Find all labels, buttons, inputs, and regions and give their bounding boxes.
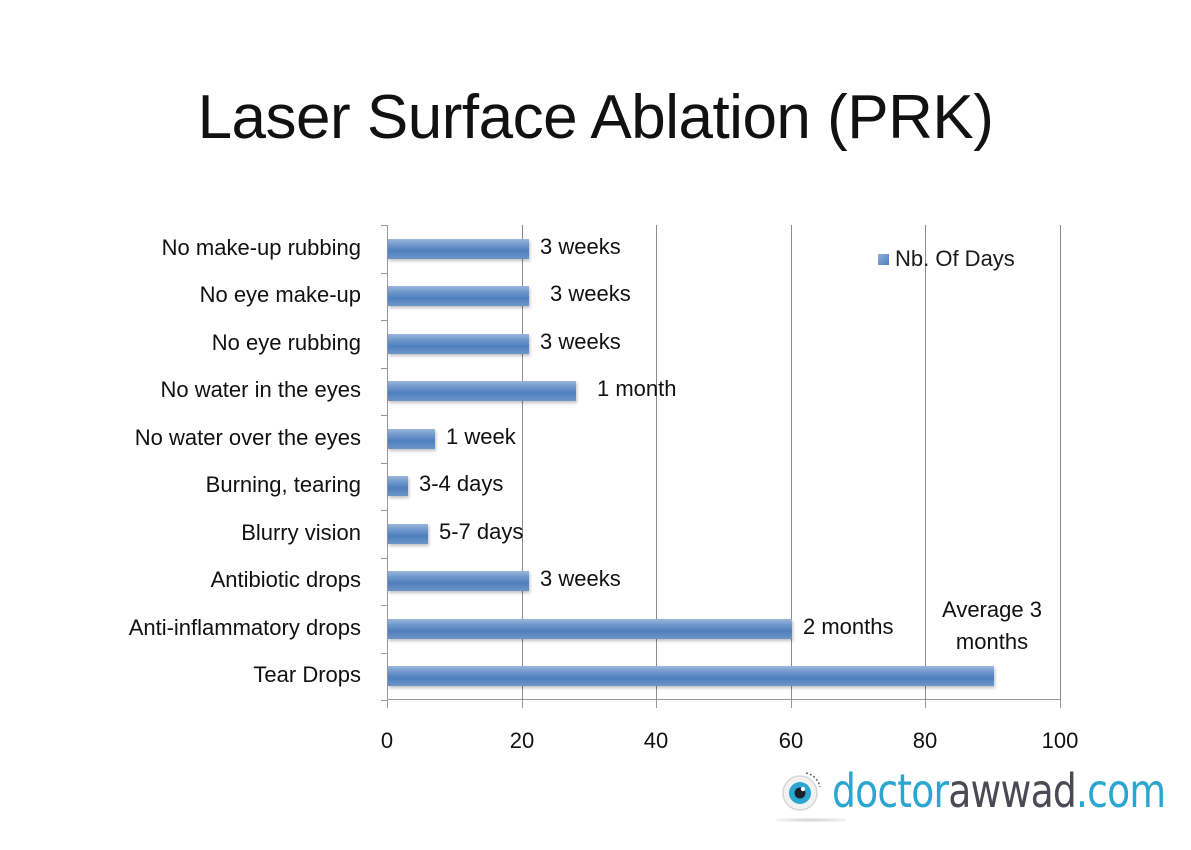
category-label: Tear Drops [253,662,361,687]
x-tick [656,700,657,708]
legend: Nb. Of Days [878,246,1015,272]
data-label: 3 weeks [540,329,621,354]
bar [388,571,529,591]
data-label: 3 weeks [550,281,631,306]
data-label: 2 months [803,614,894,639]
x-tick-label: 80 [912,728,938,753]
data-label: 3 weeks [540,566,621,591]
legend-label: Nb. Of Days [895,246,1015,271]
data-label: 1 month [597,376,677,401]
gridline [791,225,792,700]
category-label: Blurry vision [241,520,361,545]
category-label: Burning, tearing [205,472,361,497]
y-tick [381,510,387,511]
bar [388,334,529,354]
x-axis-line [387,699,1060,700]
y-tick [381,605,387,606]
x-tick [925,700,926,708]
y-axis-line [387,225,388,700]
plot-area: 3 weeks 3 weeks 3 weeks 1 month 1 week 3-4 da… [381,225,1061,708]
x-tick [791,700,792,708]
bar [388,619,792,639]
category-label: Anti-inflammatory drops [128,615,361,640]
bar [388,381,576,401]
x-tick-label: 40 [643,728,669,753]
bar [388,666,994,686]
y-tick [381,653,387,654]
x-tick-label: 100 [1041,728,1079,753]
x-tick-label: 20 [509,728,535,753]
x-tick [387,700,388,708]
y-tick [381,415,387,416]
logo-text: doctorawwad.com [832,764,1166,818]
data-label: 3 weeks [540,234,621,259]
bar [388,286,529,306]
logo: doctorawwad.com [780,766,1191,816]
x-tick-label: 60 [778,728,804,753]
category-label: No water in the eyes [160,377,361,402]
bar [388,476,408,496]
y-tick [381,700,387,701]
y-tick [381,368,387,369]
y-tick [381,320,387,321]
y-tick [381,463,387,464]
category-label: No make-up rubbing [161,235,361,260]
bar [388,239,529,259]
x-tick [1060,700,1061,708]
gridline [925,225,926,700]
bar [388,429,435,449]
data-label: 5-7 days [439,519,524,544]
data-label: 1 week [446,424,516,449]
bar [388,524,428,544]
data-label: 3-4 days [419,471,504,496]
category-label: No eye make-up [199,282,361,307]
category-label: No water over the eyes [134,425,361,450]
data-label: Average 3 months [942,597,1042,654]
gridline [656,225,657,700]
gridline [1060,225,1061,700]
eye-icon [780,769,824,813]
category-label: Antibiotic drops [210,567,361,592]
chart-title: Laser Surface Ablation (PRK) [197,83,994,152]
category-label: No eye rubbing [211,330,361,355]
y-tick [381,225,387,226]
y-tick [381,273,387,274]
logo-shadow [776,818,846,822]
gridline [522,225,523,700]
legend-swatch-icon [878,253,889,265]
x-tick-label: 0 [380,728,394,753]
x-tick [522,700,523,708]
y-tick [381,558,387,559]
